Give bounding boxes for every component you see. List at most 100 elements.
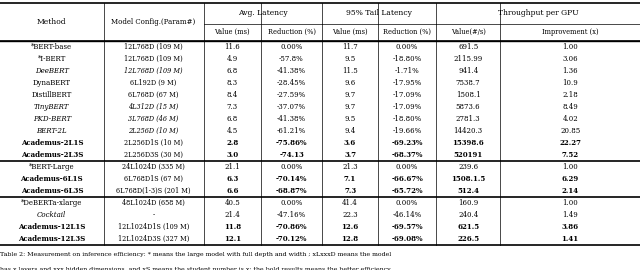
Text: 9.4: 9.4 bbox=[344, 127, 356, 135]
Text: 21.1: 21.1 bbox=[225, 163, 240, 171]
Text: 0.00%: 0.00% bbox=[396, 199, 418, 207]
Text: -70.12%: -70.12% bbox=[276, 235, 307, 243]
Text: 2115.99: 2115.99 bbox=[454, 55, 483, 63]
Text: BERT-2L: BERT-2L bbox=[36, 127, 67, 135]
Text: 12L768D (109 M): 12L768D (109 M) bbox=[124, 55, 183, 63]
Text: Value (ms): Value (ms) bbox=[332, 28, 368, 36]
Text: Model Config.(Param#): Model Config.(Param#) bbox=[111, 18, 196, 26]
Text: 6L768D(1-3)S (201 M): 6L768D(1-3)S (201 M) bbox=[116, 187, 191, 195]
Text: 7538.7: 7538.7 bbox=[456, 79, 481, 87]
Text: 7.1: 7.1 bbox=[344, 175, 356, 183]
Text: 22.27: 22.27 bbox=[559, 139, 581, 147]
Text: 6.6: 6.6 bbox=[226, 187, 239, 195]
Text: TinyBERT: TinyBERT bbox=[34, 103, 70, 111]
Text: -69.23%: -69.23% bbox=[391, 139, 423, 147]
Text: 1.00: 1.00 bbox=[563, 43, 578, 51]
Text: Improvement (x): Improvement (x) bbox=[542, 28, 598, 36]
Text: 7.3: 7.3 bbox=[344, 187, 356, 195]
Text: -65.72%: -65.72% bbox=[391, 187, 423, 195]
Text: -18.80%: -18.80% bbox=[392, 55, 422, 63]
Text: Reduction (%): Reduction (%) bbox=[268, 28, 316, 36]
Text: -18.80%: -18.80% bbox=[392, 115, 422, 123]
Text: 40.5: 40.5 bbox=[225, 199, 240, 207]
Text: -61.21%: -61.21% bbox=[277, 127, 306, 135]
Text: DeeBERT: DeeBERT bbox=[35, 67, 68, 75]
Text: -1.71%: -1.71% bbox=[395, 67, 419, 75]
Text: -46.14%: -46.14% bbox=[392, 211, 422, 219]
Text: 9.6: 9.6 bbox=[344, 79, 356, 87]
Text: -47.16%: -47.16% bbox=[277, 211, 306, 219]
Text: -27.59%: -27.59% bbox=[277, 91, 306, 99]
Text: -41.38%: -41.38% bbox=[277, 67, 306, 75]
Text: 24L1024D (335 M): 24L1024D (335 M) bbox=[122, 163, 185, 171]
Text: 6.8: 6.8 bbox=[227, 115, 238, 123]
Text: 6.3: 6.3 bbox=[226, 175, 239, 183]
Text: 1508.1: 1508.1 bbox=[456, 91, 481, 99]
Text: 4.5: 4.5 bbox=[227, 127, 238, 135]
Text: has x layers and xxx hidden dimensions, and xS means the student number is x; th: has x layers and xxx hidden dimensions, … bbox=[0, 267, 390, 270]
Text: 1.00: 1.00 bbox=[563, 199, 578, 207]
Text: 2L256D3S (30 M): 2L256D3S (30 M) bbox=[124, 151, 183, 159]
Text: 11.5: 11.5 bbox=[342, 67, 358, 75]
Text: 4L312D (15 M): 4L312D (15 M) bbox=[129, 103, 179, 111]
Text: 239.6: 239.6 bbox=[458, 163, 478, 171]
Text: 621.5: 621.5 bbox=[457, 223, 479, 231]
Text: 2781.3: 2781.3 bbox=[456, 115, 481, 123]
Text: 2.8: 2.8 bbox=[226, 139, 239, 147]
Text: -17.09%: -17.09% bbox=[392, 103, 422, 111]
Text: 9.7: 9.7 bbox=[344, 91, 356, 99]
Text: Table 2: Measurement on inference efficiency: * means the large model with full : Table 2: Measurement on inference effici… bbox=[0, 252, 391, 256]
Text: 1.36: 1.36 bbox=[563, 67, 578, 75]
Text: 12.8: 12.8 bbox=[342, 235, 358, 243]
Text: 1.00: 1.00 bbox=[563, 163, 578, 171]
Text: -: - bbox=[152, 211, 155, 219]
Text: 12.6: 12.6 bbox=[342, 223, 358, 231]
Text: *BERT-base: *BERT-base bbox=[31, 43, 72, 51]
Text: 12L768D (109 M): 12L768D (109 M) bbox=[124, 67, 183, 75]
Text: 95% Tail Latency: 95% Tail Latency bbox=[346, 9, 412, 18]
Text: 48L1024D (658 M): 48L1024D (658 M) bbox=[122, 199, 185, 207]
Text: Method: Method bbox=[37, 18, 67, 26]
Text: 0.00%: 0.00% bbox=[280, 199, 303, 207]
Text: 2.18: 2.18 bbox=[563, 91, 578, 99]
Text: Academus-6L3S: Academus-6L3S bbox=[20, 187, 83, 195]
Text: 3.7: 3.7 bbox=[344, 151, 356, 159]
Text: Throughput per GPU: Throughput per GPU bbox=[498, 9, 578, 18]
Text: 941.4: 941.4 bbox=[458, 67, 478, 75]
Text: Cocktail: Cocktail bbox=[37, 211, 67, 219]
Text: Academus-6L1S: Academus-6L1S bbox=[20, 175, 83, 183]
Text: 6L768D (67 M): 6L768D (67 M) bbox=[129, 91, 179, 99]
Text: 3.06: 3.06 bbox=[563, 55, 578, 63]
Text: -37.07%: -37.07% bbox=[277, 103, 306, 111]
Text: -69.08%: -69.08% bbox=[391, 235, 423, 243]
Text: 240.4: 240.4 bbox=[458, 211, 478, 219]
Text: Value (ms): Value (ms) bbox=[214, 28, 250, 36]
Text: Avg. Latency: Avg. Latency bbox=[238, 9, 287, 18]
Text: 226.5: 226.5 bbox=[457, 235, 479, 243]
Text: 12L768D (109 M): 12L768D (109 M) bbox=[124, 43, 183, 51]
Text: Academus-2L3S: Academus-2L3S bbox=[20, 151, 83, 159]
Text: -28.45%: -28.45% bbox=[277, 79, 306, 87]
Text: 0.00%: 0.00% bbox=[396, 163, 418, 171]
Text: 11.6: 11.6 bbox=[225, 43, 240, 51]
Text: 11.7: 11.7 bbox=[342, 43, 358, 51]
Text: Academus-12L1S: Academus-12L1S bbox=[18, 223, 86, 231]
Text: -75.86%: -75.86% bbox=[276, 139, 307, 147]
Text: 8.4: 8.4 bbox=[227, 91, 238, 99]
Text: 41.4: 41.4 bbox=[342, 199, 358, 207]
Text: -69.57%: -69.57% bbox=[391, 223, 423, 231]
Text: -68.37%: -68.37% bbox=[391, 151, 423, 159]
Text: Academus-2L1S: Academus-2L1S bbox=[20, 139, 83, 147]
Text: *BERT-Large: *BERT-Large bbox=[29, 163, 75, 171]
Text: 8.49: 8.49 bbox=[563, 103, 578, 111]
Text: 6.8: 6.8 bbox=[227, 67, 238, 75]
Text: 12L1024D3S (327 M): 12L1024D3S (327 M) bbox=[118, 235, 189, 243]
Text: 15398.6: 15398.6 bbox=[452, 139, 484, 147]
Text: -57.8%: -57.8% bbox=[279, 55, 304, 63]
Text: 160.9: 160.9 bbox=[458, 199, 478, 207]
Text: 9.5: 9.5 bbox=[344, 115, 356, 123]
Text: Reduction (%): Reduction (%) bbox=[383, 28, 431, 36]
Text: 4.9: 4.9 bbox=[227, 55, 238, 63]
Text: 10.9: 10.9 bbox=[563, 79, 578, 87]
Text: 8.3: 8.3 bbox=[227, 79, 238, 87]
